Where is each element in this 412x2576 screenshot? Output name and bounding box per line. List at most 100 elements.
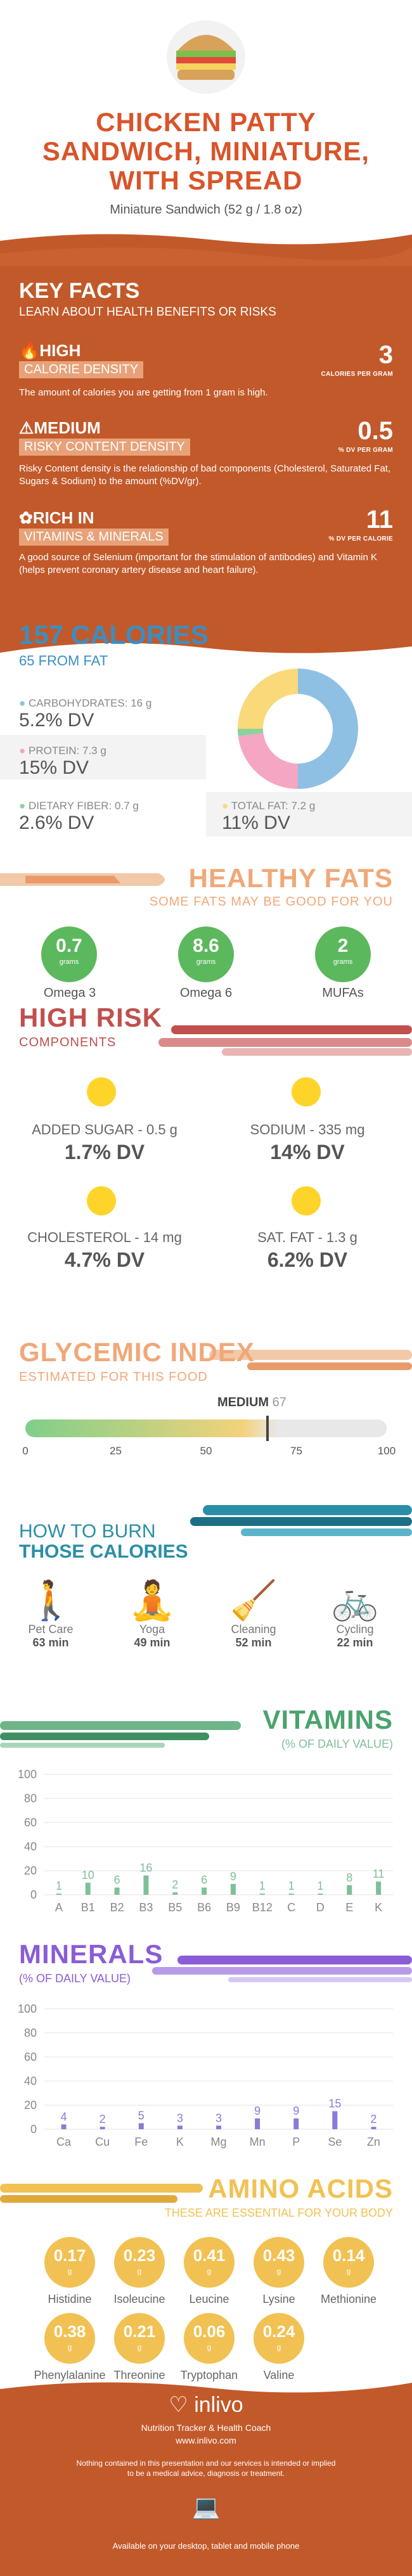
x-tick-label: Se	[328, 2136, 342, 2148]
amino-circle: 0.17 g	[44, 2237, 95, 2288]
bar-value-label: 2	[100, 2113, 106, 2125]
amino-label: Phenylalanine	[34, 2369, 106, 2381]
macro-donut-chart	[238, 669, 358, 789]
bar-value-label: 11	[373, 1868, 385, 1880]
page-title: CHICKEN PATTY SANDWICH, MINIATURE, WITH …	[19, 108, 393, 195]
smiley-icon	[292, 1186, 321, 1215]
title-line-1: CHICKEN PATTY	[96, 107, 316, 137]
protein-dot-icon: ●	[19, 745, 29, 757]
footer-tagline: Nutrition Tracker & Health Coach	[141, 2423, 271, 2433]
donut-slice-fiber	[238, 728, 264, 736]
healthy-fats-sub: SOME FATS MAY BE GOOD FOR YOU	[149, 895, 393, 909]
y-tick-label: 80	[24, 1792, 37, 1805]
activity-yoga: 🧘 Yoga 49 min	[114, 1578, 190, 1650]
smiley-icon	[87, 1077, 116, 1106]
high-risk-ribbon	[158, 1025, 412, 1056]
omega6-circle: 8.6 grams	[178, 926, 234, 982]
x-tick-label: K	[375, 1901, 382, 1914]
amino-title: AMINO ACIDS	[208, 2174, 393, 2203]
y-tick-label: 80	[24, 2027, 37, 2039]
bar-value-label: 2	[172, 1878, 178, 1891]
activity-cleaning: 🧹 Cleaning 52 min	[216, 1578, 292, 1650]
x-tick-label: A	[55, 1901, 63, 1914]
footer-url[interactable]: www.inlivo.com	[176, 2435, 236, 2445]
bar-value-label: 1	[56, 1880, 62, 1892]
bar	[230, 1883, 236, 1895]
x-tick-label: Mn	[250, 2136, 266, 2148]
bar	[318, 1894, 323, 1895]
fiber-block: ● DIETARY FIBER: 0.7 g 2.6% DV	[19, 800, 139, 833]
x-tick-label: Ca	[56, 2136, 72, 2148]
bar-value-label: 3	[177, 2111, 183, 2124]
bar-value-label: 9	[230, 1870, 236, 1883]
key-facts-subheading: LEARN ABOUT HEALTH BENEFITS OR RISKS	[19, 305, 276, 319]
y-tick-label: 60	[24, 1816, 37, 1829]
x-tick-label: P	[292, 2136, 300, 2148]
bar	[293, 2118, 299, 2129]
bar-value-label: 10	[82, 1869, 94, 1881]
key-fact-1-text: The amount of calories you are getting f…	[19, 387, 268, 398]
flame-icon: 🔥	[19, 341, 40, 360]
key-fact-3-label: VITAMINS & MINERALS	[19, 529, 169, 546]
title-line-2: SANDWICH, MINIATURE,	[42, 136, 370, 166]
footer-disclaimer-2: to be a medical advice, diagnosis or tre…	[127, 2469, 285, 2478]
bar	[371, 2127, 377, 2129]
bar-value-label: 9	[254, 2105, 261, 2117]
sat-fat-dv: 6.2% DV	[267, 1248, 348, 1271]
bar-value-label: 4	[61, 2110, 67, 2123]
title-line-3: WITH SPREAD	[109, 165, 303, 195]
protein-stripe	[0, 735, 206, 779]
bar-value-label: 5	[138, 2110, 145, 2122]
bar	[85, 1883, 91, 1895]
devices-icon: 💻	[191, 2494, 221, 2520]
bar	[56, 1894, 61, 1895]
bar-value-label: 6	[201, 1874, 207, 1887]
glycemic-tick-label: 75	[290, 1445, 302, 1457]
protein-block: ● PROTEIN: 7.3 g 15% DV	[19, 745, 106, 778]
burn-ribbon	[190, 1505, 412, 1536]
amino-ribbon	[0, 2184, 203, 2203]
key-fact-1-label: CALORIE DENSITY	[19, 361, 144, 378]
y-tick-label: 40	[24, 1840, 37, 1853]
sodium-dv: 14% DV	[270, 1141, 345, 1163]
footer-disclaimer-1: Nothing contained in this presentation a…	[76, 2459, 336, 2468]
key-facts-section: KEY FACTS LEARN ABOUT HEALTH BENEFITS OR…	[0, 228, 412, 659]
bar-value-label: 6	[114, 1874, 120, 1887]
key-fact-3-value: 11% DV PER CALORIE	[328, 506, 393, 542]
fiber-dv: 2.6% DV	[19, 812, 94, 833]
amino-label: Isoleucine	[113, 2293, 165, 2305]
x-tick-label: B12	[252, 1901, 273, 1914]
bar	[288, 1894, 294, 1895]
amino-circle: 0.24 g	[254, 2313, 304, 2364]
bar-value-label: 1	[317, 1880, 323, 1892]
smiley-icon	[87, 1186, 116, 1215]
activity-pet-care: 🚶 Pet Care 63 min	[13, 1578, 89, 1650]
carbs-block: ● CARBOHYDRATES: 16 g 5.2% DV	[19, 697, 152, 731]
leaf-icon: ✿	[19, 508, 33, 527]
bar-value-label: 9	[293, 2105, 299, 2117]
vitamins-sub: (% OF DAILY VALUE)	[281, 1738, 393, 1750]
protein-dv: 15% DV	[19, 757, 89, 778]
glycemic-tick-label: 25	[110, 1445, 122, 1457]
glycemic-marker	[266, 1416, 269, 1441]
minerals-sub: (% OF DAILY VALUE)	[19, 1972, 131, 1985]
key-fact-1-value: 3 CALORIES PER GRAM	[321, 341, 393, 378]
glycemic-tick-label: 100	[377, 1445, 396, 1457]
bar-value-label: 1	[288, 1880, 295, 1892]
omega6-label: Omega 6	[179, 986, 233, 1000]
x-tick-label: E	[345, 1901, 353, 1914]
bar-value-label: 8	[346, 1871, 352, 1884]
healthy-fats-title: HEALTHY FATS	[188, 863, 393, 893]
carbs-dot-icon: ●	[19, 697, 29, 709]
amino-label: Lysine	[262, 2293, 295, 2305]
bar	[177, 2125, 183, 2129]
footer-brand: ♡ inlivo	[169, 2393, 243, 2417]
bar	[255, 2118, 261, 2129]
key-fact-3-text: A good source of Selenium (important for…	[19, 552, 378, 575]
bar-value-label: 16	[139, 1862, 152, 1874]
amino-circle: 0.23 g	[114, 2237, 165, 2288]
x-tick-label: Fe	[134, 2136, 148, 2148]
bar	[332, 2111, 338, 2129]
amino-sub: THESE ARE ESSENTIAL FOR YOUR BODY	[164, 2207, 393, 2219]
minerals-ribbon	[152, 1956, 412, 1982]
